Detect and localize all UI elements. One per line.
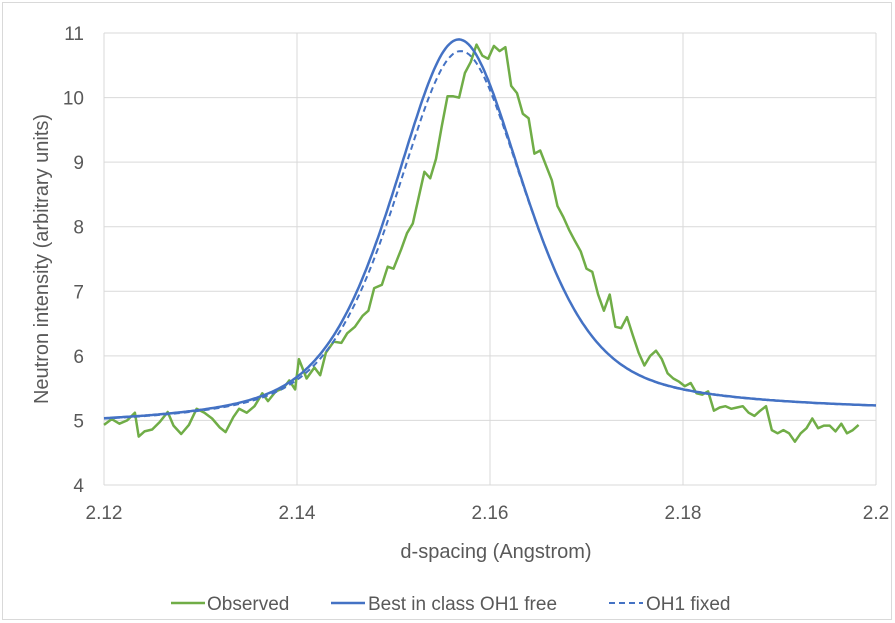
y-tick-label: 8	[73, 218, 84, 239]
legend: Observed Best in class OH1 free OH1 fixe…	[171, 594, 730, 615]
y-tick-labels: 4 5 6 7 8 9 10 11	[63, 24, 85, 497]
legend-label-observed: Observed	[207, 594, 289, 615]
x-tick-labels: 2.12 2.14 2.16 2.18 2.2	[86, 503, 890, 524]
x-tick-label: 2.14	[279, 503, 316, 524]
y-tick-label: 7	[73, 282, 84, 303]
x-tick-label: 2.18	[665, 503, 702, 524]
y-tick-label: 6	[73, 347, 84, 368]
x-tick-label: 2.16	[472, 503, 509, 524]
y-tick-label: 4	[73, 476, 84, 497]
series-line-2	[103, 50, 877, 420]
y-tick-label: 9	[73, 153, 84, 174]
x-tick-label: 2.2	[863, 503, 889, 524]
x-axis-label: d-spacing (Angstrom)	[400, 541, 591, 563]
gridlines	[103, 32, 877, 486]
series-line-0	[103, 43, 860, 443]
y-tick-label: 10	[63, 89, 84, 110]
y-axis-label: Neutron intensity (arbitrary units)	[31, 114, 53, 404]
series-lines	[103, 38, 877, 443]
x-tick-label: 2.12	[86, 503, 123, 524]
y-tick-label: 11	[64, 24, 84, 45]
legend-label-oh1-fixed: OH1 fixed	[646, 594, 730, 615]
legend-label-oh1-free: Best in class OH1 free	[368, 594, 557, 615]
y-tick-label: 5	[73, 411, 84, 432]
